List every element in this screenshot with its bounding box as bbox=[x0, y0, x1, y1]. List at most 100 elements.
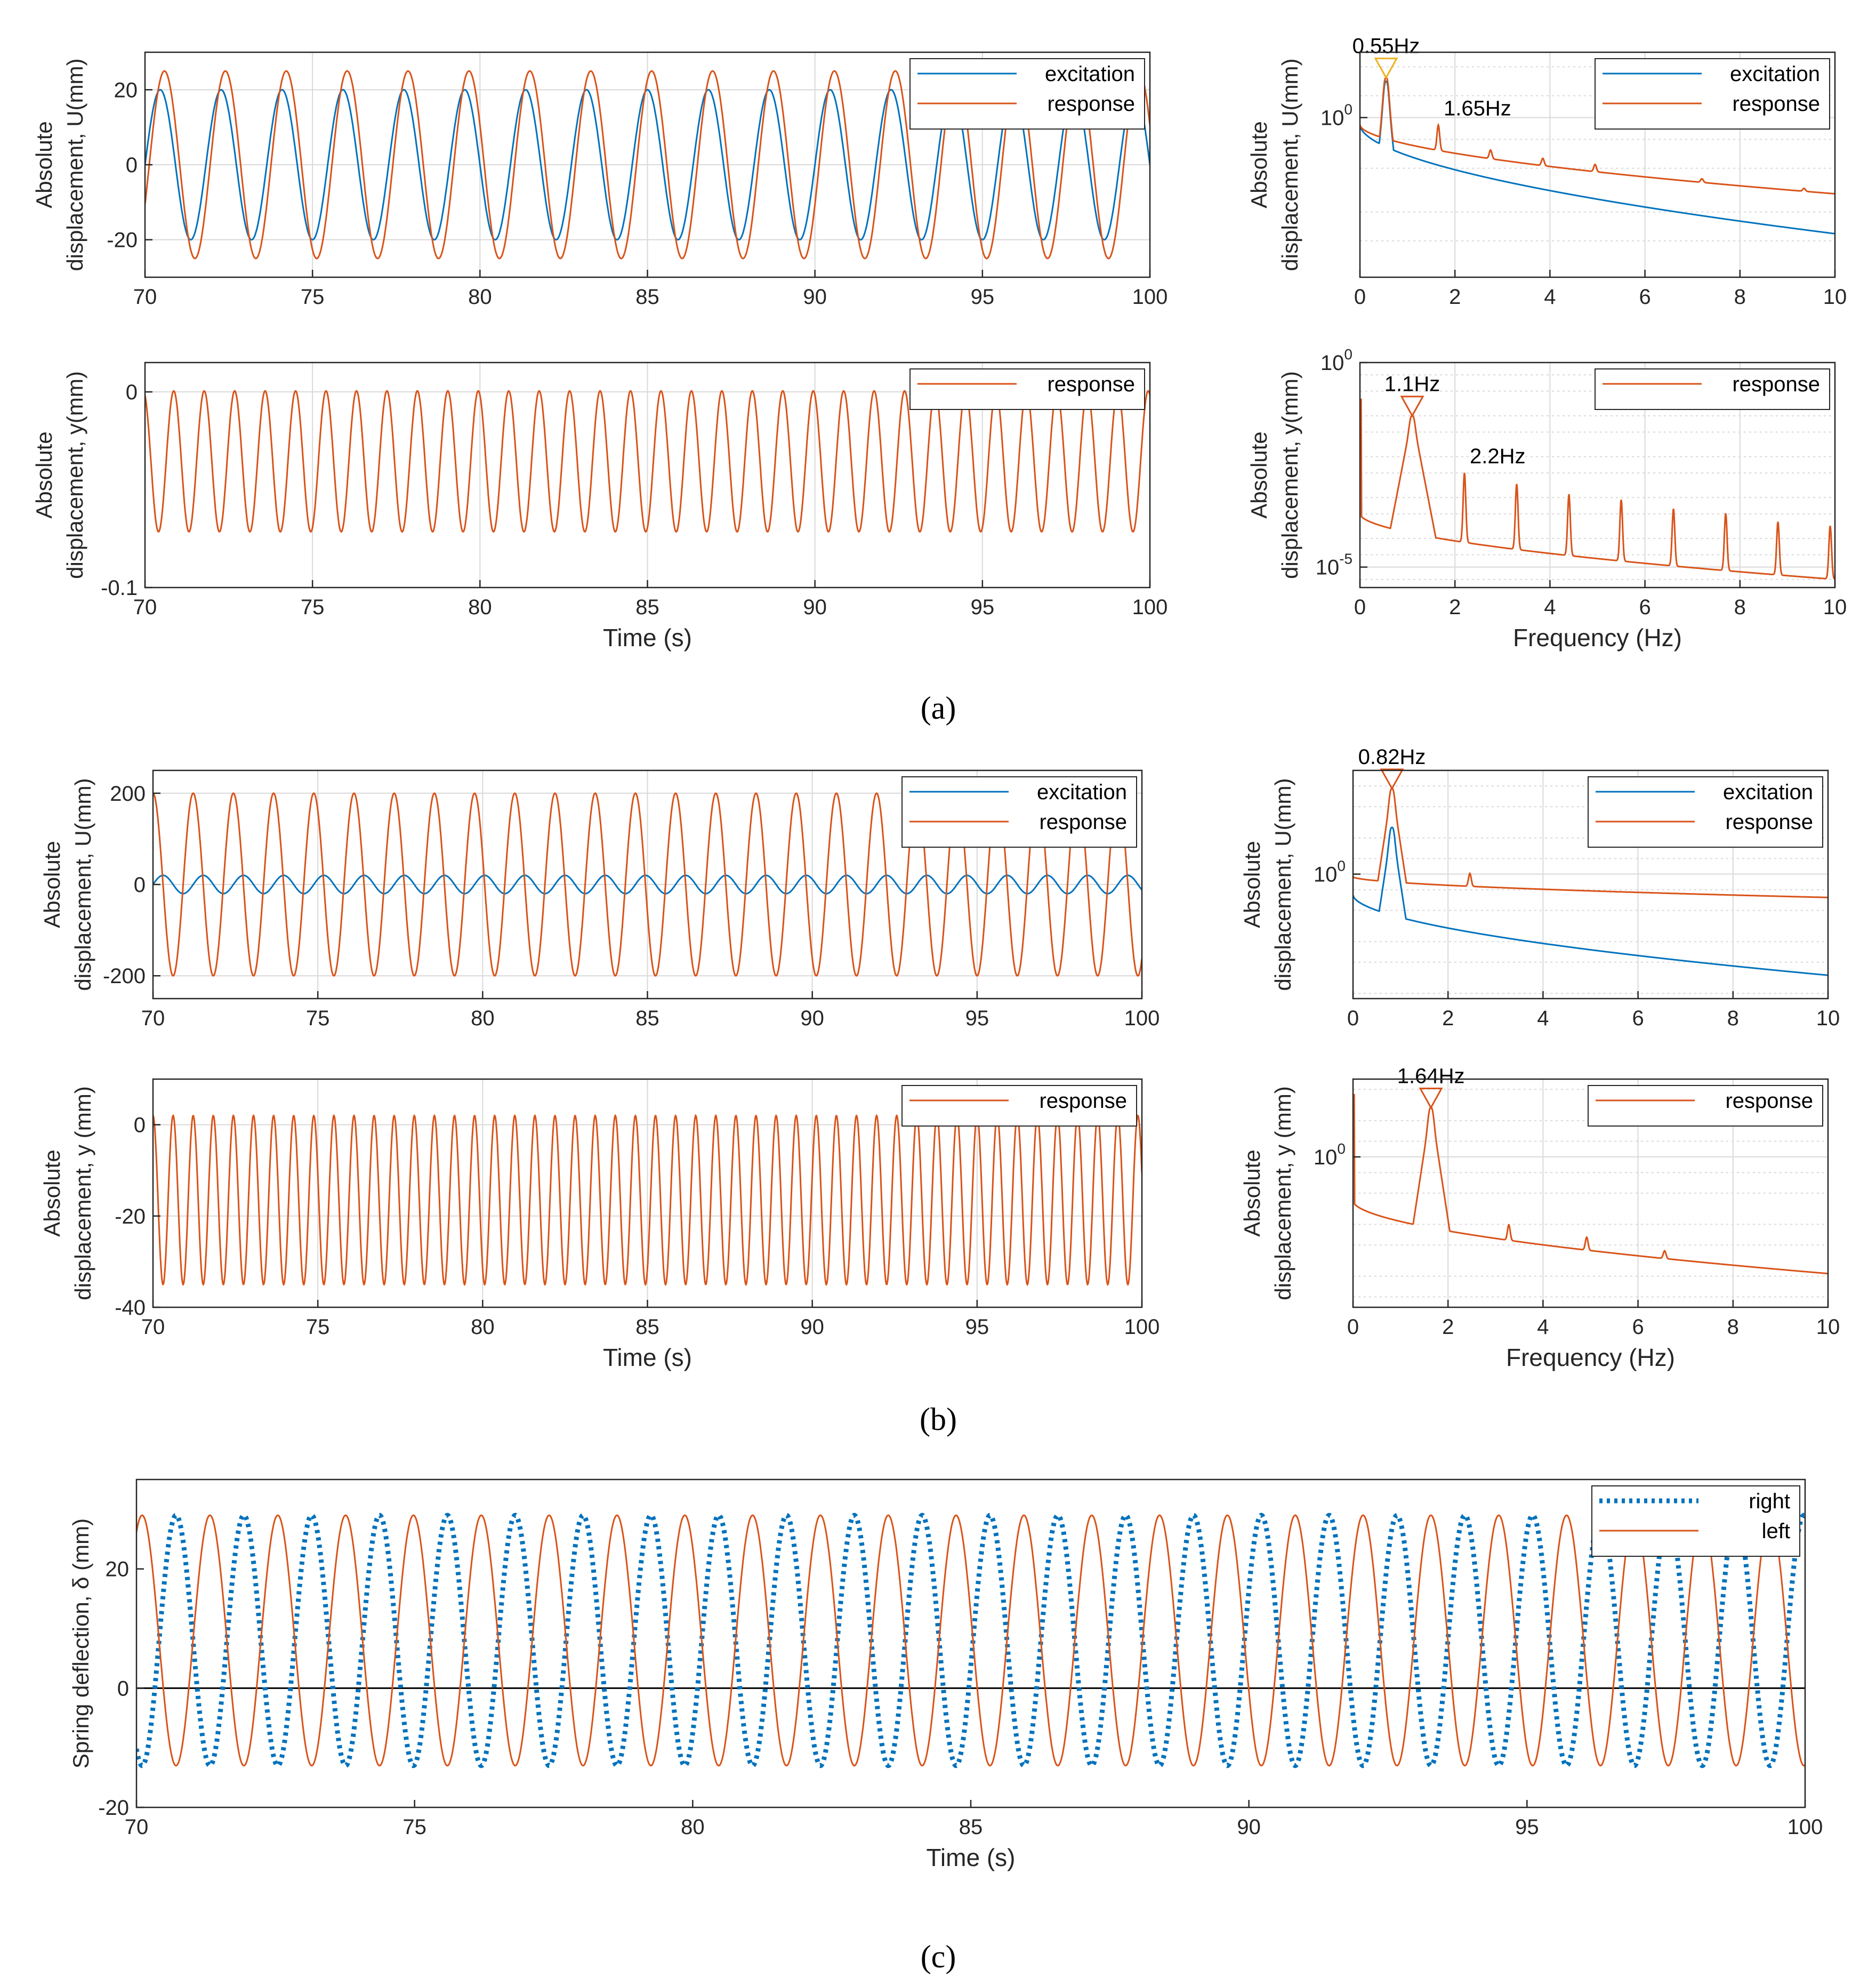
legend-box bbox=[1595, 58, 1830, 130]
series-line-response bbox=[145, 390, 1150, 533]
x-tick-label: 6 bbox=[1639, 285, 1650, 309]
x-tick-label: 70 bbox=[133, 596, 157, 619]
x-tick-label: 10 bbox=[1816, 1315, 1840, 1339]
series-line-response bbox=[1360, 77, 1835, 195]
y-axis-label: Spring deflection, δ (mm) bbox=[68, 1518, 93, 1768]
y-axis-label: displacement, y(mm) bbox=[1277, 371, 1302, 579]
y-tick-label: 100 bbox=[1321, 101, 1352, 130]
axes-frame bbox=[1352, 1078, 1829, 1308]
y-axis-label: Absolute bbox=[31, 431, 57, 518]
x-tick-label: 100 bbox=[1124, 1007, 1160, 1030]
series-line-response bbox=[1353, 787, 1828, 898]
y-tick-label: 100 bbox=[1314, 1140, 1346, 1169]
x-tick-label: 100 bbox=[1788, 1815, 1823, 1839]
x-axis-label: Time (s) bbox=[603, 624, 692, 652]
y-tick-label: 0 bbox=[134, 873, 146, 897]
legend-label-response: response bbox=[1047, 92, 1135, 116]
x-tick-label: 85 bbox=[635, 596, 659, 619]
peak-marker bbox=[1374, 58, 1398, 79]
chart-a-freq-U: 0.55Hz 1.65Hz 0 2 4 6 8 10 100 Absolute displaceme… bbox=[1246, 35, 1847, 309]
x-tick-label: 85 bbox=[635, 1007, 659, 1030]
x-tick-label: 4 bbox=[1537, 1315, 1549, 1339]
legend-label-response: response bbox=[1725, 1089, 1813, 1113]
x-tick-label: 2 bbox=[1449, 285, 1461, 309]
panel-label-c: (c) bbox=[921, 1939, 956, 1974]
y-axis-label: displacement, U(mm) bbox=[70, 778, 95, 991]
y-tick-label: -40 bbox=[115, 1296, 146, 1320]
x-tick-label: 2 bbox=[1442, 1007, 1454, 1030]
legend-label-response: response bbox=[1039, 810, 1127, 834]
x-tick-label: 80 bbox=[468, 596, 492, 619]
chart-b-freq-y: 1.64Hz 0 2 4 6 8 10 100 Frequency (Hz) Absolute di… bbox=[1239, 1065, 1840, 1372]
series-line-response bbox=[145, 70, 1150, 260]
y-axis-label: displacement, y (mm) bbox=[70, 1086, 95, 1300]
y-tick-label: 0 bbox=[134, 1114, 146, 1137]
x-tick-label: 2 bbox=[1449, 596, 1461, 619]
x-tick-label: 100 bbox=[1124, 1315, 1160, 1339]
x-tick-label: 8 bbox=[1734, 596, 1746, 619]
y-tick-label: 0 bbox=[117, 1677, 129, 1700]
x-tick-label: 95 bbox=[971, 285, 995, 309]
y-axis-label: Absolute bbox=[1239, 1149, 1265, 1236]
y-tick-label: 0 bbox=[126, 154, 138, 177]
x-tick-label: 85 bbox=[635, 1315, 659, 1339]
series-line-excitation bbox=[1353, 826, 1828, 976]
x-tick-label: 2 bbox=[1442, 1315, 1454, 1339]
y-tick-label: -0.1 bbox=[101, 576, 138, 600]
series-line-response bbox=[1353, 1093, 1828, 1275]
peak-annotation: 1.1Hz bbox=[1384, 373, 1440, 396]
chart-a-freq-y: 1.1Hz 2.2Hz 0 2 4 6 8 10 100 10-5 Frequency (Hz) Ab… bbox=[1246, 346, 1847, 652]
legend-box bbox=[1588, 1085, 1823, 1127]
y-tick-label: -200 bbox=[103, 964, 146, 988]
y-tick-label: 0 bbox=[126, 381, 138, 404]
y-axis-label: Absolute bbox=[1246, 431, 1271, 518]
legend-box bbox=[901, 776, 1137, 848]
x-tick-label: 8 bbox=[1727, 1007, 1739, 1030]
x-tick-label: 0 bbox=[1354, 285, 1366, 309]
axes-frame bbox=[1352, 769, 1829, 1000]
x-tick-label: 70 bbox=[141, 1315, 165, 1339]
chart-c-time-delta: 70 75 80 85 90 95 100 -20 0 20 Time (s) Spring defl… bbox=[68, 1478, 1823, 1871]
y-axis-label: Absolute bbox=[39, 1149, 65, 1236]
x-tick-label: 70 bbox=[141, 1007, 165, 1030]
panel-label-b: (b) bbox=[920, 1402, 957, 1437]
legend-box bbox=[909, 368, 1145, 410]
legend-label-response: response bbox=[1725, 810, 1813, 834]
x-tick-label: 10 bbox=[1823, 285, 1847, 309]
legend-label-response: response bbox=[1732, 92, 1820, 116]
y-tick-label: -20 bbox=[98, 1796, 129, 1820]
x-tick-label: 75 bbox=[301, 285, 325, 309]
x-tick-label: 75 bbox=[306, 1007, 330, 1030]
y-axis-label: Absolute bbox=[1239, 841, 1265, 928]
x-tick-label: 75 bbox=[402, 1815, 426, 1839]
legend-box bbox=[1595, 368, 1830, 410]
y-tick-label: 10-5 bbox=[1316, 551, 1352, 580]
legend-label-excitation: excitation bbox=[1723, 781, 1813, 804]
y-axis-label: displacement, y(mm) bbox=[62, 371, 87, 579]
x-tick-label: 8 bbox=[1734, 285, 1746, 309]
legend-label-excitation: excitation bbox=[1037, 781, 1127, 804]
x-tick-label: 80 bbox=[471, 1315, 495, 1339]
chart-a-time-y: 70 75 80 85 90 95 100 -0.1 0 Time (s) Absolute disp… bbox=[31, 361, 1168, 652]
axes-frame bbox=[1359, 51, 1836, 278]
x-axis-label: Time (s) bbox=[603, 1344, 692, 1371]
x-tick-label: 4 bbox=[1544, 596, 1556, 619]
x-tick-label: 10 bbox=[1823, 596, 1847, 619]
peak-annotation: 1.64Hz bbox=[1397, 1065, 1465, 1088]
x-axis-label: Frequency (Hz) bbox=[1506, 1344, 1675, 1371]
legend-label-response: response bbox=[1047, 373, 1135, 396]
y-axis-label: displacement, U(mm) bbox=[1277, 58, 1302, 271]
legend-label-response: response bbox=[1039, 1089, 1127, 1113]
x-tick-label: 90 bbox=[803, 596, 827, 619]
peak-marker bbox=[1400, 396, 1424, 417]
peak-marker bbox=[1380, 768, 1404, 791]
series-line-excitation bbox=[1360, 80, 1835, 235]
x-axis-label: Frequency (Hz) bbox=[1513, 624, 1682, 652]
x-tick-label: 90 bbox=[803, 285, 827, 309]
chart-b-freq-U: 0.82Hz 0 2 4 6 8 10 100 Absolute displacement, U(… bbox=[1239, 745, 1840, 1030]
y-tick-label: -20 bbox=[107, 229, 138, 252]
panel-label-a: (a) bbox=[921, 690, 956, 726]
x-tick-label: 6 bbox=[1639, 596, 1650, 619]
